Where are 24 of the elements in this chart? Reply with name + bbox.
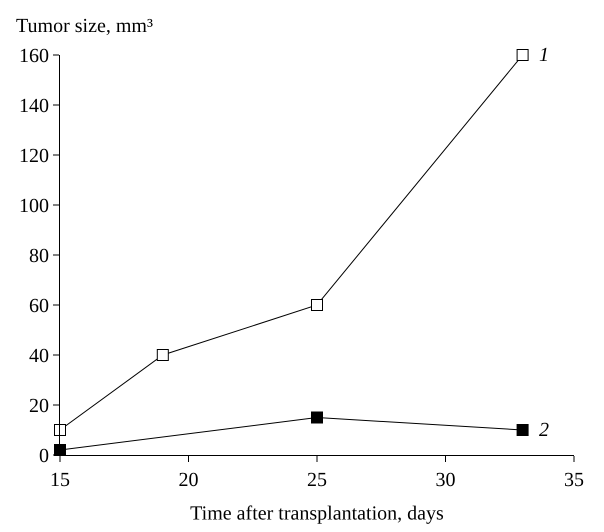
point [516, 424, 529, 436]
point [54, 424, 66, 436]
y-tick-label: 160 [19, 45, 49, 67]
y-tick-label: 60 [29, 295, 49, 317]
y-tick-label: 80 [29, 245, 49, 267]
y-tick-label: 20 [29, 395, 49, 417]
x-tick-label: 15 [50, 469, 70, 491]
point [516, 49, 529, 61]
y-tick-label: 0 [39, 445, 49, 467]
x-tick-label: 35 [564, 469, 584, 491]
series-label: 1 [539, 44, 549, 66]
y-tick-label: 120 [19, 145, 49, 167]
y-tick-label: 100 [19, 195, 49, 217]
x-axis-title: Time after transplantation, days [190, 502, 444, 524]
series-label: 2 [539, 419, 549, 441]
x-tick-label: 20 [178, 469, 198, 491]
point [311, 412, 323, 424]
y-axis-title: Tumor size, mm³ [16, 15, 153, 37]
y-tick-label: 140 [19, 95, 49, 117]
y-tick-label: 40 [29, 345, 49, 367]
x-tick-label: 30 [436, 469, 456, 491]
point [311, 299, 323, 311]
x-tick-label: 25 [307, 469, 327, 491]
point [156, 349, 169, 361]
